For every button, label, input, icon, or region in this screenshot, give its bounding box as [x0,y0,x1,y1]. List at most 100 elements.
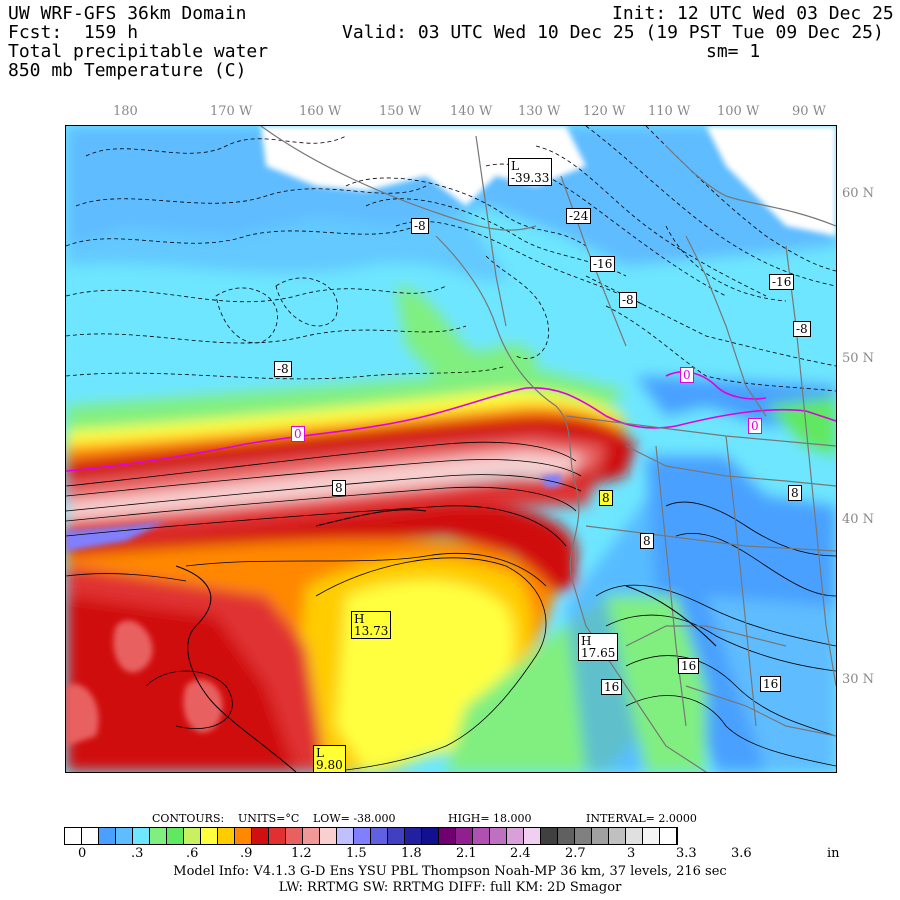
colorbar-swatch [235,828,252,844]
map-fill [66,126,836,772]
lon-label: 140 W [450,104,493,119]
high-west-label: H 13.73 [351,611,392,639]
contour-label: -16 [590,256,616,272]
colorbar-swatch [337,828,354,844]
variable-2: 850 mb Temperature (C) [8,60,247,81]
contours-low: LOW= -38.000 [313,812,396,825]
contour-label: -8 [619,292,637,308]
contour-label: -24 [566,208,592,224]
colorbar-swatch [626,828,643,844]
zero-isotherm-label: 0 [748,418,762,434]
colorbar-tick: 1.5 [346,846,367,861]
contour-label: 8 [599,490,613,506]
low-north-label: L -39.33 [508,158,553,186]
colorbar-units: in [827,846,840,861]
lon-label: 110 W [648,104,691,119]
low-south-label: L 9.80 [313,745,346,772]
colorbar-swatch [320,828,337,844]
colorbar-swatch [116,828,133,844]
colorbar-tick: 3.6 [731,846,752,861]
colorbar-tick: .3 [131,846,144,861]
colorbar-swatch [218,828,235,844]
colorbar-tick: .6 [186,846,199,861]
contour-label: 16 [601,679,623,695]
colorbar-swatch [133,828,150,844]
contours-interval: INTERVAL= 2.0000 [586,812,697,825]
contour-label: 16 [760,676,782,692]
contours-title: CONTOURS: [152,812,225,825]
colorbar-swatch [507,828,524,844]
colorbar-swatch [473,828,490,844]
lon-label: 90 W [792,104,827,119]
lon-label: 150 W [379,104,422,119]
colorbar-swatch [388,828,405,844]
colorbar-swatch [405,828,422,844]
lat-label: 40 N [842,512,875,527]
lon-label: 130 W [518,104,561,119]
color-scale [64,827,678,845]
contour-label: -8 [793,321,811,337]
forecast-hour: Fcst: 159 h [8,22,139,43]
contour-label: 16 [678,658,700,674]
model-info: Model Info: V4.1.3 G-D Ens YSU PBL Thomp… [173,864,727,879]
weather-map: L -39.33 -24 -16 -16 -8 -8 -8 -8 0 0 0 8… [65,125,837,773]
physics-info: LW: RRTMG SW: RRTMG DIFF: full KM: 2D Sm… [278,880,622,895]
colorbar-tick: 2.7 [565,846,586,861]
contour-label: 8 [788,485,802,501]
colorbar-swatch [252,828,269,844]
colorbar-tick: 3.3 [676,846,697,861]
colorbar-swatch [575,828,592,844]
colorbar-swatch [524,828,541,844]
colorbar-tick: .9 [240,846,253,861]
lat-label: 30 N [842,672,875,687]
contours-units: UNITS=°C [238,812,300,825]
zero-isotherm-label: 0 [680,367,694,383]
colorbar-swatch [643,828,660,844]
colorbar-swatch [150,828,167,844]
colorbar-swatch [99,828,116,844]
contour-label: -8 [411,218,429,234]
colorbar-swatch [660,828,677,844]
smoothing: sm= 1 [706,41,761,62]
colorbar-tick: 2.1 [456,846,477,861]
contours-high: HIGH= 18.000 [448,812,532,825]
colorbar-tick: 0 [78,846,87,861]
contour-label: 8 [640,533,654,549]
colorbar-tick: 3 [627,846,636,861]
colorbar-swatch [592,828,609,844]
lon-label: 160 W [299,104,342,119]
colorbar-swatch [371,828,388,844]
colorbar-swatch [82,828,99,844]
init-time: Init: 12 UTC Wed 03 Dec 25 [612,3,894,24]
colorbar-swatch [541,828,558,844]
colorbar-tick: 2.4 [510,846,531,861]
lon-label: 120 W [583,104,626,119]
model-title: UW WRF-GFS 36km Domain [8,3,247,24]
lat-label: 60 N [842,186,875,201]
colorbar-swatch [65,828,82,844]
lon-label: 170 W [210,104,253,119]
colorbar-swatch [269,828,286,844]
colorbar-swatch [286,828,303,844]
zero-isotherm-label: 0 [291,426,305,442]
colorbar-swatch [354,828,371,844]
colorbar-swatch [184,828,201,844]
colorbar-swatch [490,828,507,844]
colorbar-swatch [609,828,626,844]
valid-time: Valid: 03 UTC Wed 10 Dec 25 (19 PST Tue … [342,22,884,43]
colorbar-swatch [201,828,218,844]
colorbar-tick: 1.8 [401,846,422,861]
variable-1: Total precipitable water [8,41,269,62]
colorbar-swatch [456,828,473,844]
colorbar-swatch [422,828,439,844]
colorbar-tick: 1.2 [291,846,312,861]
contour-label: -16 [769,274,795,290]
colorbar-swatch [167,828,184,844]
colorbar-swatch [303,828,320,844]
high-east-label: H 17.65 [578,633,619,661]
contour-label: 8 [332,480,346,496]
lat-label: 50 N [842,351,875,366]
lon-label: 100 W [717,104,760,119]
contour-label: -8 [274,361,292,377]
colorbar-swatch [558,828,575,844]
